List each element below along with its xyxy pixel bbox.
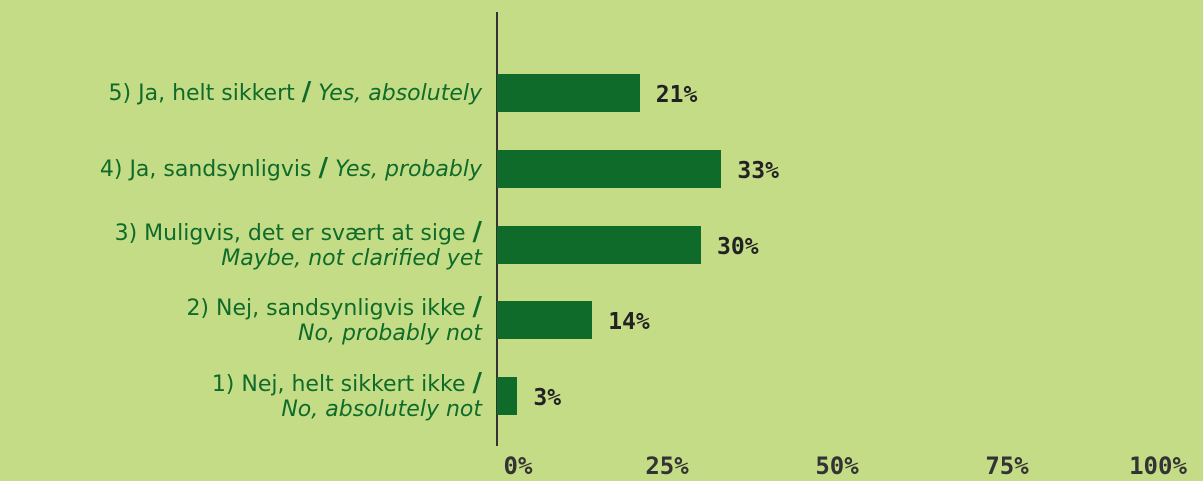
- category-label-english: Yes, absolutely: [318, 81, 482, 106]
- bar: [497, 301, 593, 339]
- x-tick-label: 100%: [1129, 452, 1187, 480]
- bar: [497, 150, 722, 188]
- data-label: 3%: [533, 385, 562, 411]
- x-tick-label: 50%: [815, 452, 859, 480]
- category-label: 3) Muligvis, det er svært at sige / Maybe…: [115, 218, 482, 271]
- data-label: 33%: [737, 158, 779, 184]
- category-label-danish: 5) Ja, helt sikkert: [108, 81, 295, 106]
- data-label: 21%: [655, 82, 698, 108]
- category-label-english: Maybe, not clarified yet: [221, 245, 482, 271]
- data-label: 30%: [717, 234, 759, 260]
- category-label-english: No, probably not: [298, 320, 482, 346]
- bar: [497, 226, 701, 264]
- category-label-danish: 3) Muligvis, det er svært at sige: [114, 221, 466, 246]
- category-label: 1) Nej, helt sikkert ikke / No, absolutel…: [212, 369, 482, 422]
- category-label: 5) Ja, helt sikkert / Yes, absolutely: [109, 78, 482, 107]
- category-label-english: Yes, probably: [334, 157, 482, 182]
- bar: [497, 74, 640, 112]
- x-tick-label: 25%: [645, 452, 689, 480]
- category-label-danish: 1) Nej, helt sikkert ikke: [211, 372, 466, 397]
- category-label: 2) Nej, sandsynligvis ikke / No, probably…: [186, 293, 482, 346]
- category-label-danish: 2) Nej, sandsynligvis ikke: [186, 296, 466, 321]
- category-label-separator: /: [472, 217, 483, 247]
- category-label-separator: /: [318, 153, 328, 183]
- x-tick-label: 75%: [985, 452, 1029, 480]
- category-label-english: No, absolutely not: [281, 396, 482, 422]
- bar: [497, 377, 518, 415]
- category-label-danish: 4) Ja, sandsynligvis: [99, 157, 312, 182]
- data-label: 14%: [608, 309, 650, 335]
- category-label-separator: /: [472, 368, 483, 398]
- category-label: 4) Ja, sandsynligvis / Yes, probably: [100, 154, 482, 183]
- category-label-separator: /: [472, 292, 483, 322]
- x-tick-label: 0%: [503, 452, 533, 480]
- category-label-separator: /: [301, 77, 312, 107]
